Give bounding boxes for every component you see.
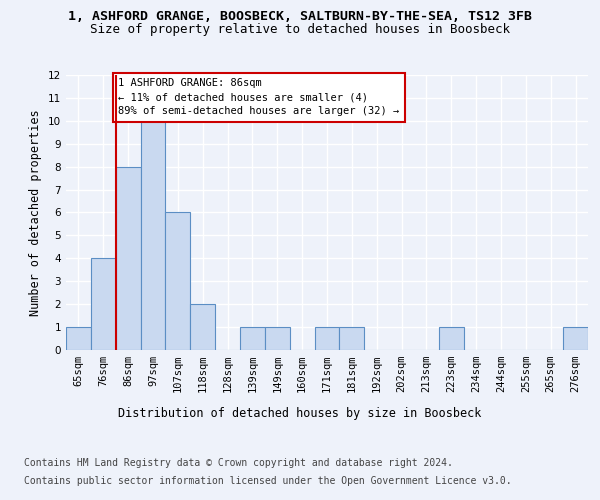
Text: 1, ASHFORD GRANGE, BOOSBECK, SALTBURN-BY-THE-SEA, TS12 3FB: 1, ASHFORD GRANGE, BOOSBECK, SALTBURN-BY…	[68, 10, 532, 23]
Bar	[66, 327, 91, 350]
Text: Size of property relative to detached houses in Boosbeck: Size of property relative to detached ho…	[90, 22, 510, 36]
Bar	[314, 327, 340, 350]
Text: Distribution of detached houses by size in Boosbeck: Distribution of detached houses by size …	[118, 408, 482, 420]
Text: 1 ASHFORD GRANGE: 86sqm
← 11% of detached houses are smaller (4)
89% of semi-det: 1 ASHFORD GRANGE: 86sqm ← 11% of detache…	[118, 78, 400, 116]
Bar	[116, 166, 140, 350]
Bar	[265, 327, 290, 350]
Text: Contains HM Land Registry data © Crown copyright and database right 2024.: Contains HM Land Registry data © Crown c…	[24, 458, 453, 468]
Bar	[166, 212, 190, 350]
Text: Contains public sector information licensed under the Open Government Licence v3: Contains public sector information licen…	[24, 476, 512, 486]
Bar	[439, 327, 464, 350]
Bar	[240, 327, 265, 350]
Bar	[91, 258, 116, 350]
Bar	[563, 327, 588, 350]
Y-axis label: Number of detached properties: Number of detached properties	[29, 109, 43, 316]
Bar	[340, 327, 364, 350]
Bar	[140, 121, 166, 350]
Bar	[190, 304, 215, 350]
